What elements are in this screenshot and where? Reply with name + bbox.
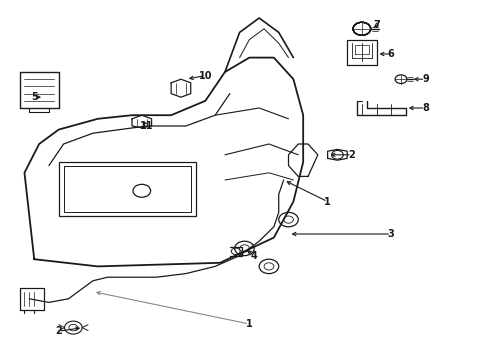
Text: 5: 5	[31, 92, 38, 102]
Bar	[59, 162, 195, 216]
Text: 6: 6	[387, 49, 394, 59]
Text: 2: 2	[55, 326, 62, 336]
Text: 10: 10	[198, 71, 212, 81]
Text: 4: 4	[250, 251, 257, 261]
Text: 1: 1	[245, 319, 252, 329]
Text: 7: 7	[372, 20, 379, 30]
Text: 1: 1	[324, 197, 330, 207]
Bar	[63, 166, 190, 212]
Text: 9: 9	[421, 74, 428, 84]
Text: 8: 8	[421, 103, 428, 113]
Text: 2: 2	[348, 150, 355, 160]
Text: 11: 11	[140, 121, 153, 131]
Text: 3: 3	[387, 229, 394, 239]
